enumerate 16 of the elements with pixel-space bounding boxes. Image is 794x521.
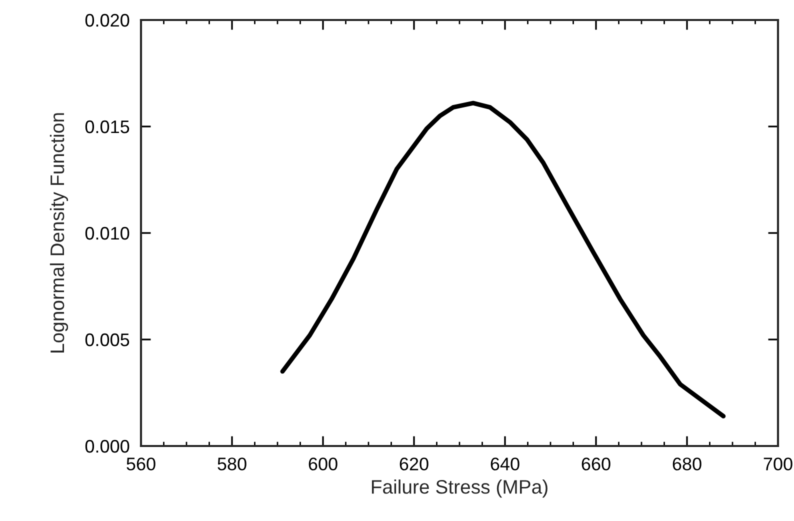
x-tick-label: 560: [126, 458, 156, 470]
y-tick-label: 0.005: [85, 333, 130, 346]
x-tick-label: 700: [764, 458, 792, 470]
y-tick-label: 0.000: [85, 440, 130, 453]
y-tick-label: 0.020: [85, 14, 130, 27]
x-tick-label: 600: [308, 458, 338, 470]
x-tick-label: 580: [218, 458, 246, 470]
y-axis-title: Lognormal Density Function: [50, 113, 68, 352]
x-tick-label: 680: [672, 458, 702, 470]
line-series: [280, 100, 726, 418]
x-tick-label: 620: [400, 458, 428, 470]
x-tick-label: 640: [490, 458, 520, 470]
y-tick-label: 0.015: [85, 120, 130, 134]
x-tick-label: 660: [582, 458, 610, 470]
y-tick-label: 0.010: [85, 226, 130, 240]
x-axis-title: Failure Stress (MPa): [372, 480, 548, 498]
